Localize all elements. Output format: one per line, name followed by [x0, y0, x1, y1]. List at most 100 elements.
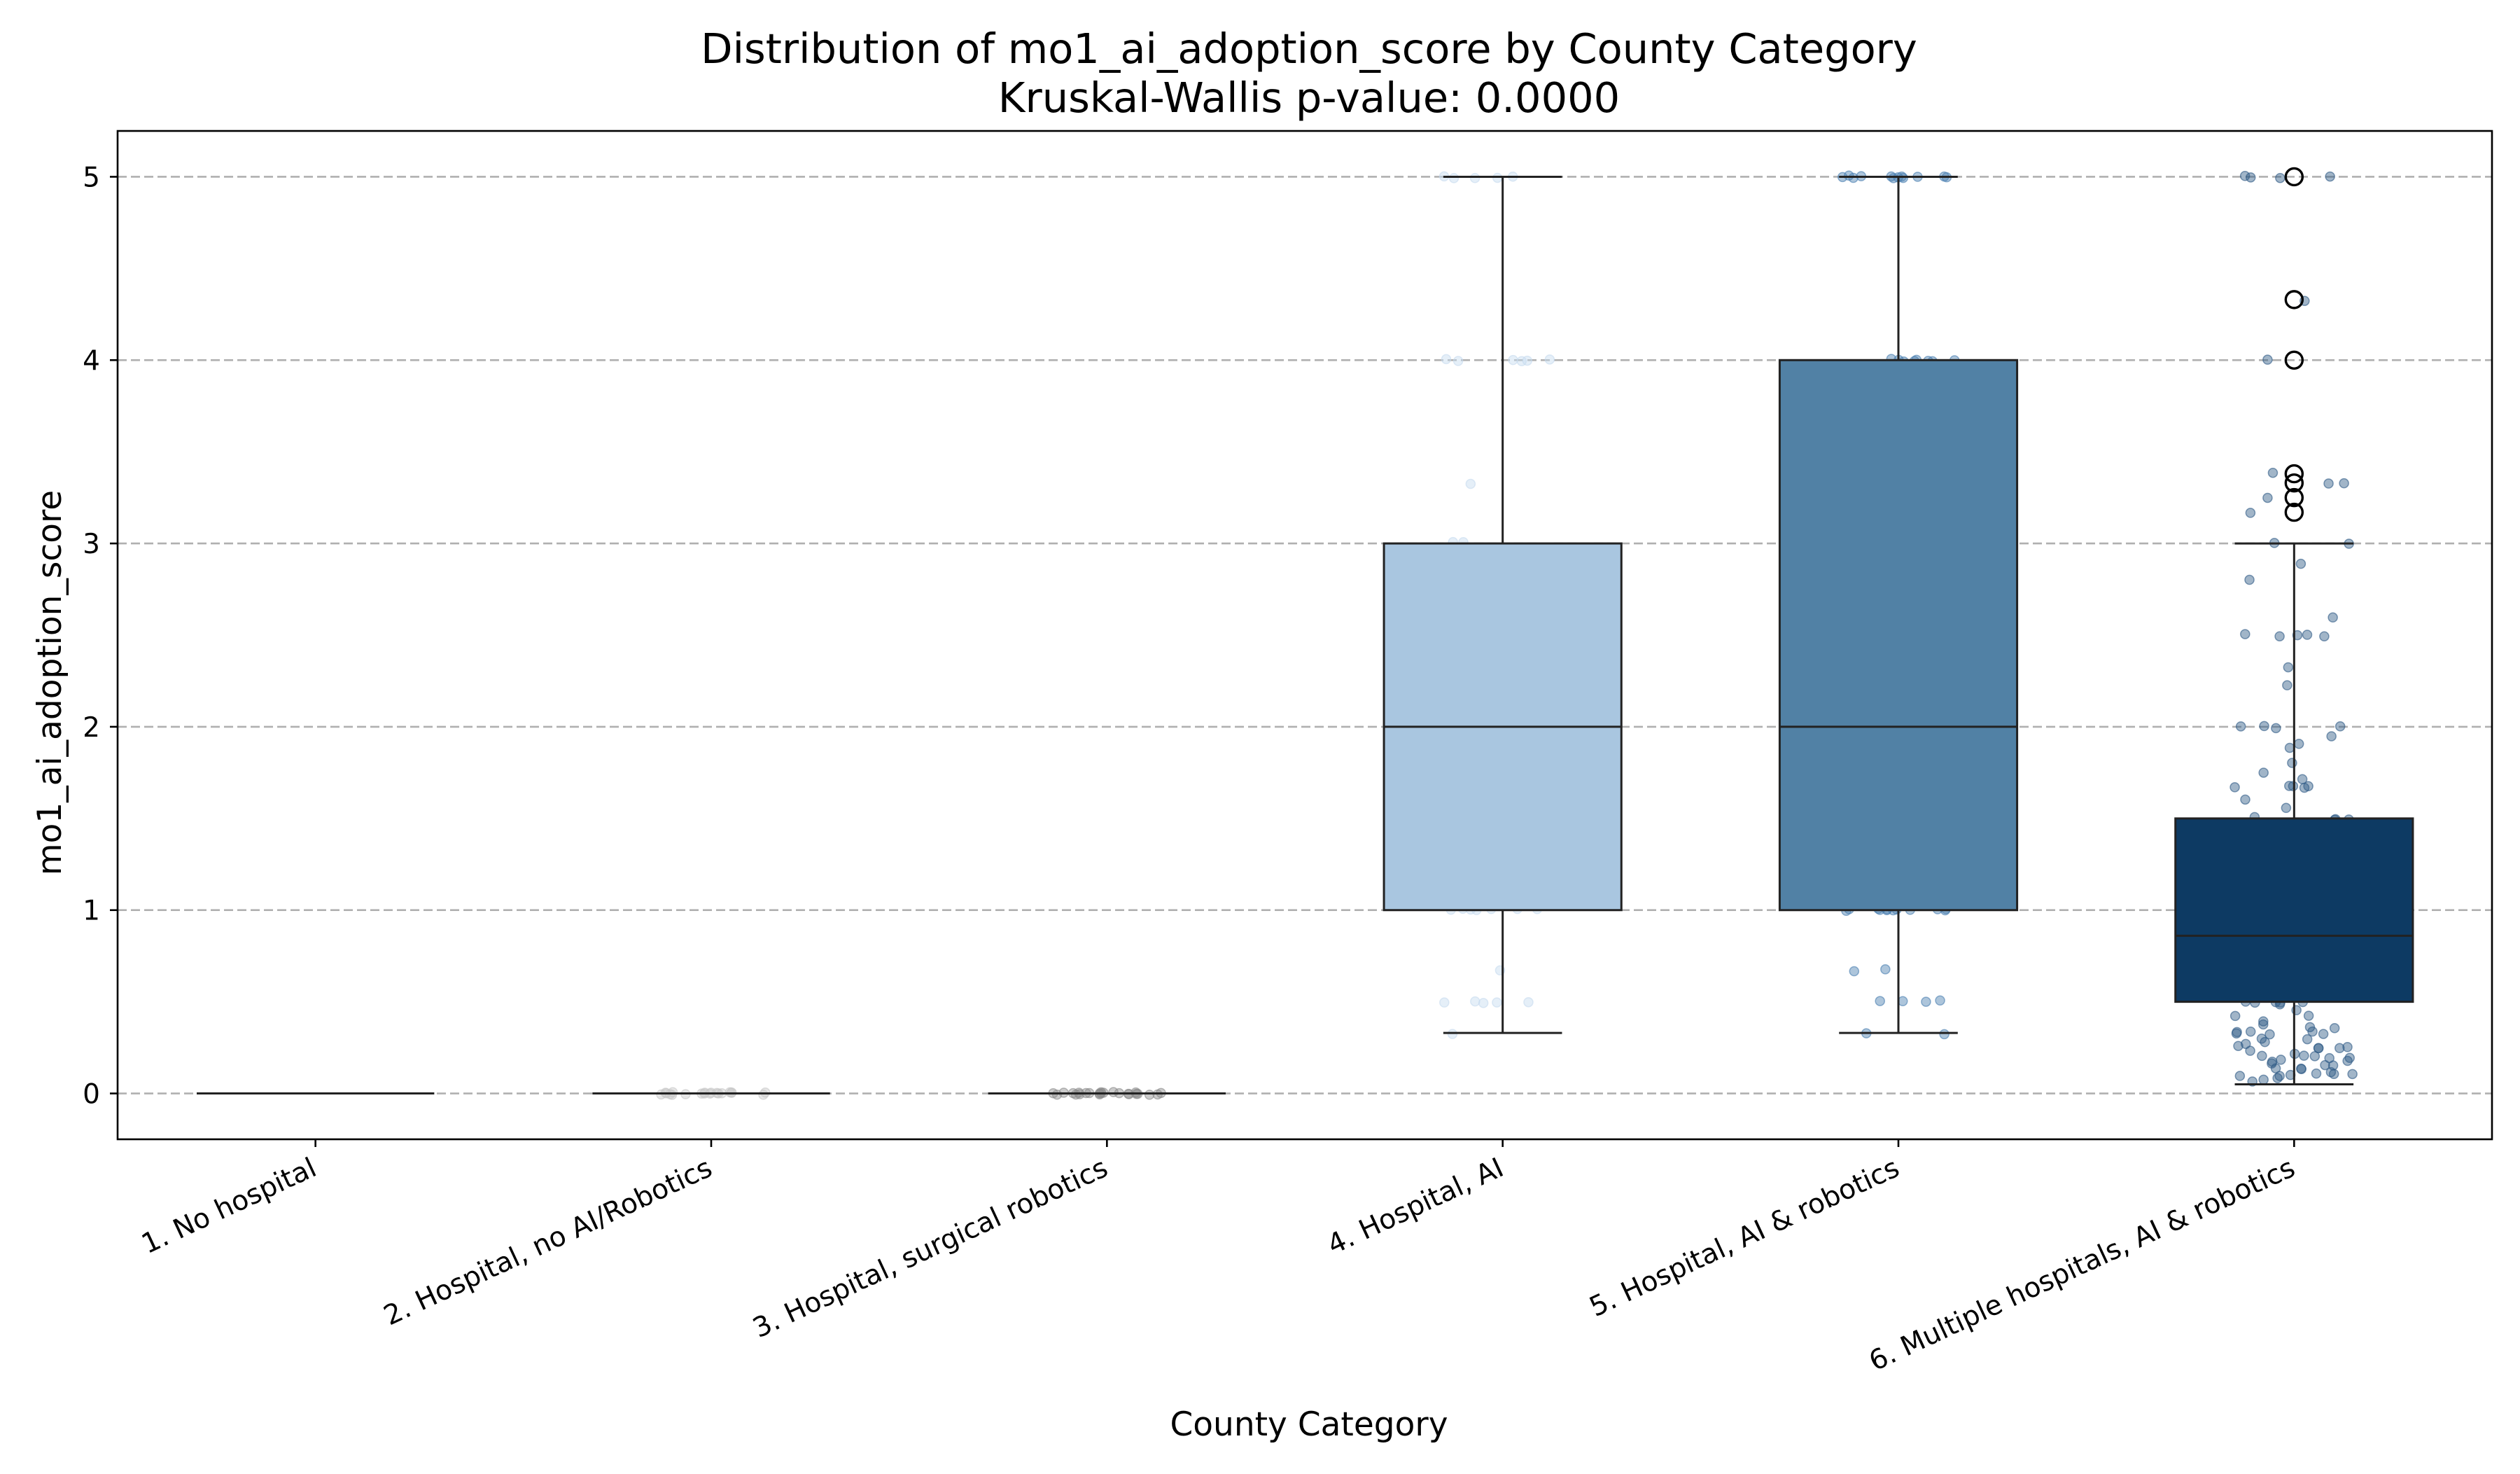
- x-tick-label: 4. Hospital, AI: [1323, 1152, 1508, 1261]
- data-point: [2328, 612, 2338, 623]
- y-tick-label: 5: [83, 162, 100, 193]
- data-point: [2264, 1029, 2275, 1040]
- data-point: [2302, 1034, 2313, 1045]
- data-point: [1441, 354, 1452, 365]
- data-point: [1492, 997, 1502, 1008]
- data-point: [2271, 723, 2281, 734]
- data-point: [1439, 997, 1450, 1008]
- data-point: [2240, 629, 2250, 639]
- data-point: [2347, 1069, 2358, 1080]
- data-point: [2293, 739, 2304, 749]
- data-point: [2319, 631, 2330, 641]
- data-point: [2303, 1010, 2314, 1021]
- data-point: [2339, 478, 2349, 489]
- data-point: [1447, 1029, 1458, 1039]
- x-axis-label: County Category: [1170, 1405, 1448, 1444]
- data-point: [2274, 631, 2285, 641]
- y-tick-label: 3: [83, 529, 100, 560]
- data-point: [1452, 356, 1464, 366]
- y-tick-label: 0: [83, 1079, 100, 1111]
- data-point: [2299, 1050, 2309, 1061]
- data-point: [2275, 172, 2286, 183]
- data-point: [1849, 966, 1860, 977]
- outlier-point: [2284, 487, 2304, 508]
- x-tick-label: 5. Hospital, AI & robotics: [1585, 1152, 1904, 1323]
- data-point: [2287, 758, 2297, 768]
- data-point: [1897, 996, 1908, 1007]
- data-point: [2258, 1019, 2269, 1030]
- y-tick-label: 1: [83, 896, 100, 927]
- data-point: [2244, 574, 2255, 585]
- data-point: [1508, 354, 1518, 366]
- chart-subtitle: Kruskal-Wallis p-value: 0.0000: [998, 74, 1620, 122]
- x-tick-label: 1. No hospital: [137, 1152, 321, 1260]
- data-point: [2295, 558, 2306, 569]
- data-point: [2258, 767, 2269, 778]
- data-point: [1465, 478, 1476, 489]
- data-point: [1875, 996, 1885, 1006]
- y-tick-label: 4: [83, 345, 100, 377]
- data-point: [2258, 1074, 2269, 1085]
- data-point: [2303, 781, 2314, 791]
- data-point: [1848, 172, 1858, 183]
- data-point: [2320, 1059, 2330, 1071]
- axes: 0 1 2 3 4 5 1. No hospital 2. Hospital, no AI/R…: [83, 130, 2493, 1377]
- y-axis-label: mo1_ai_adoption_score: [31, 490, 69, 875]
- data-point: [1880, 964, 1891, 975]
- data-point: [1523, 996, 1534, 1008]
- data-point: [2309, 1051, 2320, 1062]
- plot-frame: [116, 130, 2493, 1141]
- data-point: [1921, 996, 1931, 1007]
- x-tick-label: 2. Hospital, no AI/Robotics: [379, 1152, 718, 1332]
- data-point: [2328, 1069, 2339, 1079]
- data-point: [2334, 721, 2346, 732]
- data-point: [2260, 1036, 2270, 1048]
- data-point: [2323, 478, 2334, 489]
- data-point: [2311, 1068, 2322, 1079]
- data-point: [2258, 1016, 2269, 1027]
- outlier-point: [2284, 290, 2304, 310]
- data-point: [2240, 794, 2250, 805]
- data-point: [1516, 356, 1527, 367]
- data-point: [2282, 680, 2292, 690]
- outlier-point: [2284, 464, 2304, 484]
- data-point: [2342, 1055, 2353, 1066]
- data-point: [1935, 995, 1945, 1006]
- data-point: [2230, 1010, 2241, 1022]
- data-point: [1939, 1029, 1949, 1040]
- data-point: [2262, 354, 2273, 365]
- data-point: [2329, 1023, 2340, 1034]
- gridlines: [118, 176, 2492, 1094]
- data-point: [2272, 1073, 2283, 1083]
- data-point: [2234, 1071, 2246, 1081]
- y-tick-label: 2: [83, 712, 100, 744]
- data-point: [1469, 173, 1480, 183]
- data-point: [2318, 1029, 2329, 1039]
- data-point: [1478, 998, 1489, 1008]
- data-point: [2334, 1043, 2345, 1054]
- data-point: [2259, 721, 2269, 732]
- data-point: [2245, 1026, 2256, 1037]
- data-point: [1108, 1087, 1119, 1097]
- outlier-point: [2284, 350, 2304, 370]
- data-point: [2281, 802, 2292, 814]
- data-point: [2326, 731, 2337, 742]
- x-tick-label: 3. Hospital, surgical robotics: [748, 1152, 1113, 1344]
- data-point: [2231, 1028, 2242, 1039]
- data-point: [1448, 173, 1460, 183]
- data-point: [2284, 742, 2295, 753]
- data-point: [2233, 1041, 2244, 1051]
- data-point: [2302, 630, 2313, 640]
- data-point: [2235, 721, 2246, 732]
- data-point: [2267, 467, 2278, 478]
- data-point: [2296, 1064, 2307, 1074]
- data-point: [2284, 781, 2295, 791]
- data-point: [2307, 1026, 2318, 1037]
- data-point: [2257, 1050, 2267, 1062]
- outlier-point: [2284, 502, 2304, 522]
- data-point: [2246, 172, 2256, 183]
- data-point: [2342, 1042, 2353, 1052]
- data-point: [2313, 1043, 2324, 1054]
